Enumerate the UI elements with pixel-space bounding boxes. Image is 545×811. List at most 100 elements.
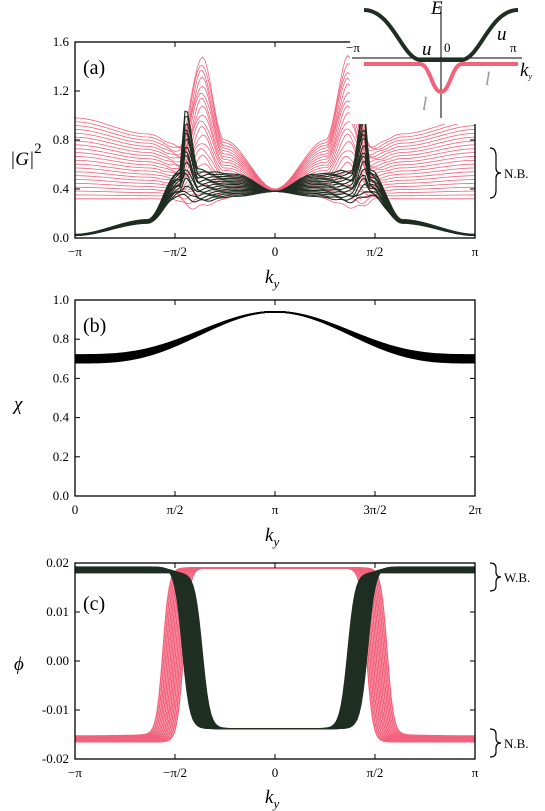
panel-a-series-dark-curve <box>74 110 476 235</box>
panel-b-xtick-label: 0 <box>72 502 79 517</box>
panel-a-ytick-label: 0.4 <box>53 181 70 196</box>
panel-c-xtick-label: π/2 <box>367 765 384 780</box>
panel-a-xlabel: ky <box>265 267 279 291</box>
panel-b-ytick-label: 0.8 <box>53 331 69 346</box>
inset-lower-band <box>364 62 518 95</box>
panel-a-xtick-label: π/2 <box>367 244 384 259</box>
panel-a-xtick-label: 0 <box>272 244 279 259</box>
panel-b-xlabel-main: k <box>265 525 274 546</box>
panel-a-xtick-label: −π/2 <box>163 244 187 259</box>
panel-c-xlabel: ky <box>265 787 279 811</box>
panel-c-xtick-label: −π/2 <box>163 765 187 780</box>
inset-xlabel-sub: y <box>527 72 532 81</box>
inset-xlabel: ky <box>520 60 532 81</box>
panel-c-series-pink-curve <box>75 567 475 743</box>
panel-c-series-pink-curve <box>75 567 475 741</box>
panel-c-ytick-label: 0.00 <box>46 653 69 668</box>
panel-b-xtick-label: π <box>272 502 279 517</box>
panel-c-series-dark-curve <box>75 566 475 730</box>
panel-c-series-dark-curve <box>75 568 475 730</box>
panel-c-ytick-label: -0.02 <box>42 751 69 766</box>
panel-a-ytick-label: 0.8 <box>53 132 69 147</box>
panel-a-series-dark-curve <box>74 115 476 235</box>
panel-a-series-dark-curve <box>74 190 476 237</box>
panel-c-series-pink-curve <box>75 567 475 742</box>
panel-a-marks <box>74 54 476 237</box>
panel-a-xtick-label: π <box>472 244 479 259</box>
panel-c-wb-label: W.B. <box>504 570 530 585</box>
panel-c-series-pink-curve <box>75 567 475 741</box>
panel-a-label: (a) <box>83 57 105 79</box>
panel-a-series-pink-curve <box>74 154 476 192</box>
panel-b-series-curve <box>75 310 475 358</box>
inset-xlabel-main: k <box>520 60 529 81</box>
inset-xtick-minus-pi: −π <box>346 40 360 55</box>
panel-c-series-pink-curve <box>75 567 475 739</box>
panel-a-inset: E −π 0 π ky u u l l <box>346 0 535 124</box>
panel-c-nb-brace <box>489 728 502 758</box>
panel-b-series-curve <box>75 310 475 357</box>
panel-c-ytick-label: -0.01 <box>42 702 69 717</box>
panel-c-series-dark-curve <box>75 567 475 730</box>
panel-b-xlabel: ky <box>265 525 279 549</box>
panel-b-ylabel: χ <box>12 394 23 415</box>
panel-b-label: (b) <box>83 315 106 337</box>
panel-b-xlabel-sub: y <box>271 534 279 549</box>
panel-a-ylabel-main: |G| <box>10 149 34 170</box>
panel-a-xlabel-sub: y <box>271 276 279 291</box>
panel-c-series-pink-curve <box>75 567 475 737</box>
panel-c-xtick-label: −π <box>68 765 82 780</box>
panel-c-frame <box>74 562 476 760</box>
panel-c-series-dark-curve <box>75 570 475 730</box>
panel-c-xtick-label: π <box>472 765 479 780</box>
panel-c-series-pink-curve <box>75 567 475 738</box>
panel-c-series-pink-curve <box>75 567 475 743</box>
panel-b-ytick-label: 0.0 <box>53 488 69 503</box>
panel-a-nb-brace <box>489 147 502 199</box>
inset-ylabel: E <box>430 0 443 19</box>
panel-c-series-dark-curve <box>75 569 475 730</box>
panel-c-series-dark-curve <box>75 571 475 730</box>
panel-a-xlabel-main: k <box>265 267 274 288</box>
panel-a-series-pink-curve <box>75 190 475 205</box>
panel-b-xtick-label: π/2 <box>167 502 184 517</box>
panel-c-ytick-label: 0.02 <box>46 555 69 570</box>
panel-a-ytick-label: 1.6 <box>53 34 70 49</box>
panel-c-series-dark-curve <box>75 572 475 730</box>
panel-a-series-dark-curve <box>74 177 476 236</box>
inset-xtick-zero: 0 <box>444 40 451 55</box>
inset-label-u-right: u <box>497 24 507 45</box>
panel-a-ylabel: |G|2 <box>10 141 42 170</box>
panel-c-series-dark-curve <box>75 570 475 730</box>
panel-b-series-curve <box>75 310 475 356</box>
panel-c-series-dark-curve <box>75 567 475 730</box>
inset-label-l-center: l <box>422 94 427 115</box>
panel-c-series-dark-curve <box>75 569 475 730</box>
panel-c-ticks: −π −π/2 0 π/2 π -0.02 -0.01 0.00 0.01 0.02 <box>42 555 479 780</box>
panel-c-series-dark-curve <box>75 569 475 730</box>
panel-b-ytick-label: 0.2 <box>53 449 69 464</box>
panel-b-xtick-label: 3π/2 <box>363 502 386 517</box>
panel-a: −π −π/2 0 π/2 π0.00.40.81.21.6 (a) ky |G|2 N… <box>10 0 535 291</box>
panel-c-wb-brace <box>489 562 502 592</box>
panel-c-xlabel-sub: y <box>271 796 279 811</box>
panel-a-series-dark-curve <box>74 167 476 236</box>
panel-a-series-pink-curve <box>75 191 475 210</box>
panel-b-ticks: 0 π/2 π 3π/2 2π 0.0 0.2 0.4 0.6 0.8 1.0 <box>53 292 482 517</box>
panel-c-series-dark-curve <box>75 571 475 730</box>
panel-a-ytick-label: 1.2 <box>53 83 69 98</box>
panel-a-nb-label: N.B. <box>504 166 529 181</box>
panel-a-xtick-label: −π <box>68 244 82 259</box>
panel-c-xtick-label: 0 <box>272 765 279 780</box>
panel-b-frame <box>74 299 476 497</box>
panel-b-series-curve <box>75 310 475 358</box>
panel-c-series-dark-curve <box>75 567 475 730</box>
inset-label-l-right: l <box>485 69 490 90</box>
panel-b-ytick-label: 0.6 <box>53 370 70 385</box>
panel-c: −π −π/2 0 π/2 π -0.02 -0.01 0.00 0.01 0.02 (c) ky… <box>14 555 530 811</box>
panel-c-xlabel-main: k <box>265 787 274 808</box>
panel-c-marks <box>75 566 475 743</box>
panel-c-series-dark-curve <box>75 568 475 730</box>
panel-c-series-pink-curve <box>75 567 475 742</box>
panel-c-series-dark-curve <box>75 570 475 730</box>
